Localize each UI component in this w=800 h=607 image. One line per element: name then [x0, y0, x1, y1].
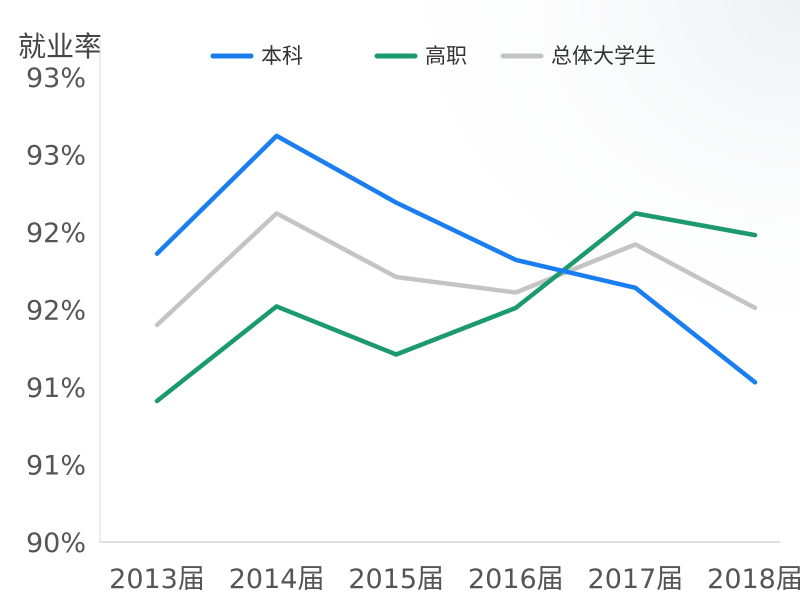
x-tick-label: 2014届 [229, 564, 325, 595]
legend: 本科 高职 总体大学生 [210, 44, 656, 68]
y-tick-label: 90% [26, 528, 86, 559]
series-line-2 [154, 211, 758, 328]
y-tick-label: 93% [26, 141, 86, 172]
x-tick-label: 2015届 [348, 564, 444, 595]
y-tick-label: 92% [26, 296, 86, 327]
x-tick-labels: 2013届 2014届 2015届 2016届 2017届 2018届 [109, 564, 800, 595]
legend-label: 总体大学生 [551, 44, 656, 68]
y-axis-label: 就业率 [18, 30, 102, 63]
series-line-0 [154, 133, 758, 385]
x-tick-label: 2018届 [707, 564, 800, 595]
x-tick-label: 2016届 [468, 564, 564, 595]
legend-label: 本科 [261, 44, 303, 68]
legend-label: 高职 [425, 44, 467, 68]
y-tick-label: 91% [26, 373, 86, 404]
series-line-1 [154, 211, 758, 404]
y-tick-label: 92% [26, 218, 86, 249]
y-tick-labels: 90% 91% 91% 92% 92% 93% 93% [26, 63, 86, 559]
x-tick-label: 2017届 [588, 564, 684, 595]
y-tick-label: 93% [26, 63, 86, 94]
x-tick-label: 2013届 [109, 564, 205, 595]
series-lines [154, 133, 758, 404]
y-tick-label: 91% [26, 451, 86, 482]
